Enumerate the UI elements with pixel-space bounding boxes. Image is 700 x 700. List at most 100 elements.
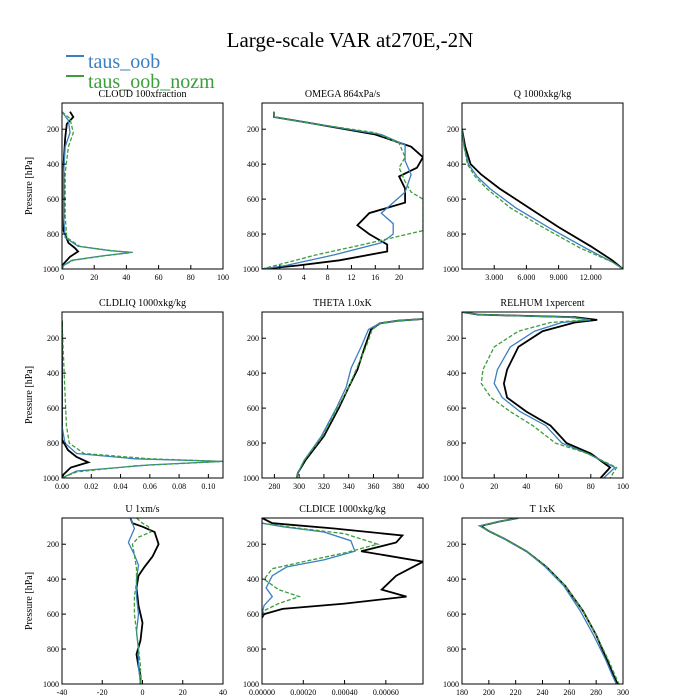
x-tick-label: 20 — [90, 273, 98, 282]
panel-title: THETA 1.0xK — [313, 298, 372, 309]
series-line-3 — [462, 129, 623, 269]
y-tick-label: 200 — [447, 125, 459, 134]
y-tick-label: 200 — [447, 540, 459, 549]
panel-frame — [61, 311, 224, 479]
x-tick-label: 20 — [490, 482, 498, 491]
y-tick-label: 800 — [47, 645, 59, 654]
x-tick-label: 220 — [510, 688, 522, 697]
legend-item-taus-oob: taus_oob — [66, 52, 160, 72]
series-line-1 — [129, 518, 160, 684]
y-tick-label: 400 — [447, 160, 459, 169]
x-tick-label: 0.00 — [55, 482, 69, 491]
series-line-3 — [62, 111, 133, 269]
series-line-1 — [478, 518, 619, 684]
y-tick-label: 600 — [447, 195, 459, 204]
x-tick-label: 200 — [483, 688, 495, 697]
x-tick-label: 380 — [392, 482, 404, 491]
series-line-2 — [462, 129, 623, 269]
x-tick-label: 20 — [179, 688, 187, 697]
series-line-2 — [262, 522, 356, 615]
series-line-1 — [462, 312, 612, 478]
x-tick-label: 100 — [617, 482, 629, 491]
y-tick-label: 1000 — [243, 265, 259, 274]
panel-frame — [61, 517, 224, 685]
x-tick-label: 6.000 — [517, 273, 535, 282]
y-tick-label: 800 — [47, 230, 59, 239]
y-tick-label: 1000 — [43, 265, 59, 274]
y-tick-label: 400 — [47, 369, 59, 378]
panel-2: OMEGA 864xPa/s 200 400 600 800 1000 0 4 8 12 16 20 — [243, 89, 424, 282]
y-axis-label: Pressure [hPa] — [24, 157, 35, 215]
x-tick-label: 40 — [522, 482, 530, 491]
x-tick-label: 180 — [456, 688, 468, 697]
x-tick-label: 300 — [293, 482, 305, 491]
panel-frame — [261, 311, 424, 479]
panel-3: Q 1000xkg/kg 200 400 600 800 1000 3.000 6.000 9.… — [443, 89, 624, 282]
x-tick-label: 8 — [326, 273, 330, 282]
series-line-2 — [62, 111, 132, 269]
x-tick-label: 0 — [141, 688, 145, 697]
y-axis-label: Pressure [hPa] — [24, 572, 35, 630]
series-line-1 — [262, 518, 423, 619]
panel-frame — [461, 311, 624, 479]
panel-title: CLDICE 1000xkg/kg — [299, 504, 385, 515]
x-tick-label: 240 — [537, 688, 549, 697]
x-tick-label: 12.000 — [580, 273, 602, 282]
y-tick-label: 200 — [47, 540, 59, 549]
y-tick-label: 1000 — [243, 680, 259, 689]
x-tick-label: 0.00040 — [332, 688, 358, 697]
x-tick-label: 340 — [343, 482, 355, 491]
x-tick-label: -40 — [57, 688, 68, 697]
x-tick-label: 60 — [555, 482, 563, 491]
x-tick-label: 4 — [302, 273, 306, 282]
x-tick-label: 9.000 — [550, 273, 568, 282]
y-tick-label: 1000 — [443, 265, 459, 274]
y-tick-label: 1000 — [43, 680, 59, 689]
series-line-2 — [62, 320, 223, 478]
series-line-3 — [131, 518, 152, 684]
panel-title: RELHUM 1xpercent — [500, 298, 584, 309]
y-tick-label: 800 — [447, 439, 459, 448]
y-tick-label: 600 — [247, 404, 259, 413]
y-tick-label: 400 — [247, 575, 259, 584]
series-line-3 — [479, 518, 620, 684]
x-tick-label: 40 — [219, 688, 227, 697]
y-tick-label: 200 — [47, 334, 59, 343]
y-tick-label: 600 — [247, 195, 259, 204]
x-tick-label: 400 — [417, 482, 429, 491]
x-tick-label: 100 — [217, 273, 229, 282]
legend-item-taus-oob-nozm: taus_oob_nozm — [66, 72, 215, 92]
y-tick-label: 200 — [247, 540, 259, 549]
panel-4: CLDLIQ 1000xkg/kg Pressure [hPa] 200 400 600… — [24, 298, 224, 491]
x-tick-label: 60 — [155, 273, 163, 282]
series-line-2 — [462, 312, 617, 478]
legend-swatch-taus-oob-nozm — [66, 75, 84, 78]
x-tick-label: 0 — [278, 273, 282, 282]
x-tick-label: 80 — [587, 482, 595, 491]
x-tick-label: 0.06 — [143, 482, 157, 491]
panel-title: CLOUD 100xfraction — [98, 89, 186, 100]
y-tick-label: 400 — [47, 575, 59, 584]
legend-swatch-taus-oob — [66, 55, 84, 58]
panel-frame — [261, 102, 424, 270]
x-tick-label: 0.00020 — [290, 688, 316, 697]
y-tick-label: 1000 — [443, 474, 459, 483]
x-tick-label: 280 — [590, 688, 602, 697]
x-tick-label: 0.00000 — [249, 688, 275, 697]
panel-8: CLDICE 1000xkg/kg 200 400 600 800 10000.00000… — [243, 504, 424, 697]
panel-5: THETA 1.0xK 200 400 600 800 1000 280 300 320 340 3… — [243, 298, 429, 491]
x-tick-label: 12 — [347, 273, 355, 282]
y-tick-label: 200 — [247, 334, 259, 343]
x-tick-label: 16 — [371, 273, 379, 282]
y-tick-label: 600 — [47, 195, 59, 204]
y-tick-label: 800 — [447, 645, 459, 654]
series-line-1 — [262, 111, 423, 269]
y-tick-label: 600 — [47, 404, 59, 413]
panel-frame — [261, 517, 424, 685]
panel-title: Q 1000xkg/kg — [514, 89, 572, 100]
